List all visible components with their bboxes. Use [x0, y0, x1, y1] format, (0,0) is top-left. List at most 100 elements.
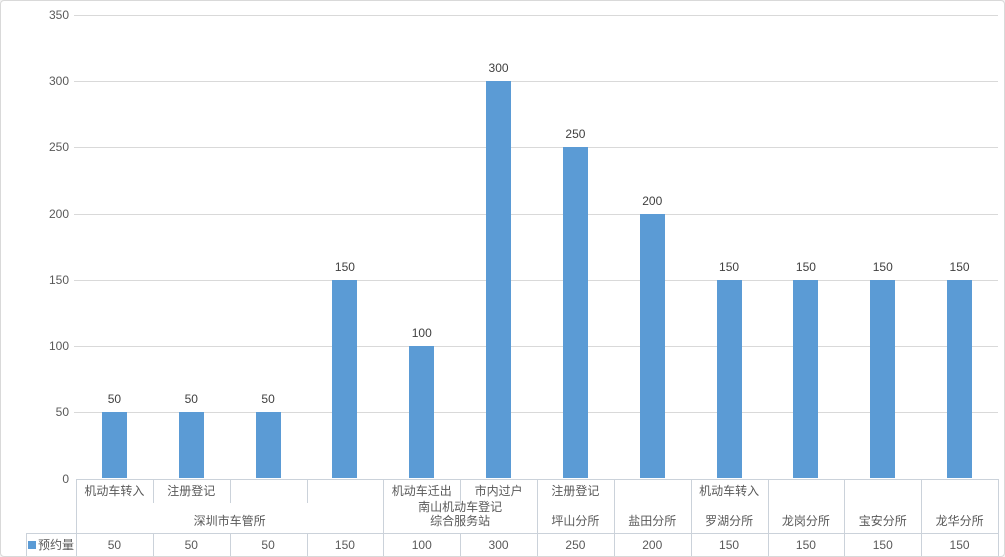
category-label: 市内过户: [474, 484, 523, 498]
bar[interactable]: [332, 279, 358, 479]
bar-value-label: 50: [261, 392, 275, 407]
y-axis-tick-label: 100: [48, 339, 69, 354]
bar[interactable]: [639, 213, 665, 479]
bar[interactable]: [255, 412, 281, 479]
group-label: 龙岗分所: [768, 479, 845, 533]
group-label: 盐田分所: [614, 479, 691, 533]
data-table-value: 150: [872, 537, 893, 552]
bar-value-label: 200: [642, 193, 663, 208]
group-label: 深圳市车管所: [76, 479, 383, 533]
category-label: 注册登记: [551, 484, 600, 498]
table-border-line: [229, 479, 231, 503]
group-label-text: 南山机动车登记综合服务站: [418, 499, 503, 528]
table-border-line: [844, 532, 846, 556]
series-name-label: 预约量: [37, 538, 74, 552]
bar[interactable]: [409, 346, 435, 479]
y-axis-tick-label: 150: [48, 272, 69, 287]
table-border-line: [613, 479, 615, 533]
group-label: 龙华分所: [921, 479, 998, 533]
data-table-value: 100: [411, 537, 432, 552]
data-table-value: 150: [949, 537, 970, 552]
table-border-line: [767, 479, 769, 533]
data-table-value: 300: [488, 537, 509, 552]
table-border-line: [152, 479, 154, 503]
table-border-line: [26, 532, 27, 556]
bar[interactable]: [178, 412, 204, 479]
table-border-line: [921, 479, 923, 533]
series-color-swatch-icon: [27, 540, 36, 549]
table-border-line: [383, 532, 385, 556]
group-label: 罗湖分所: [691, 479, 768, 533]
bar[interactable]: [947, 279, 973, 479]
bar-value-label: 300: [488, 61, 509, 76]
y-axis-tick-label: 50: [55, 405, 69, 420]
bar-value-label: 150: [334, 259, 355, 274]
gridline: [74, 214, 998, 215]
gridline: [74, 15, 998, 16]
y-axis-tick-label: 350: [48, 8, 69, 22]
table-border-line: [537, 479, 538, 533]
bar[interactable]: [486, 81, 512, 479]
bar-value-label: 150: [719, 259, 740, 274]
bar-value-label: 150: [872, 259, 893, 274]
bar[interactable]: [562, 147, 588, 479]
table-border-line: [537, 532, 538, 556]
group-label: 坪山分所: [537, 479, 614, 533]
data-table-value: 200: [642, 537, 663, 552]
table-border-line: [690, 532, 692, 556]
table-border-line: [76, 532, 77, 556]
data-table-legend: 预约量: [26, 533, 76, 556]
group-label-text: 龙华分所: [935, 513, 984, 528]
table-border-line: [460, 479, 462, 503]
y-axis-tick-label: 0: [62, 471, 69, 486]
table-border-line: [613, 532, 615, 556]
table-border-line: [844, 479, 846, 533]
group-label: 宝安分所: [844, 479, 921, 533]
group-label-text: 罗湖分所: [705, 513, 754, 528]
data-table-value: 150: [719, 537, 740, 552]
bar-value-label: 150: [949, 259, 970, 274]
bar-value-label: 100: [411, 326, 432, 341]
gridline: [74, 346, 998, 347]
y-axis-tick-label: 200: [48, 206, 69, 221]
table-border-line: [921, 532, 923, 556]
bar-value-label: 150: [795, 259, 816, 274]
data-table-value: 50: [261, 537, 275, 552]
group-label-text: 深圳市车管所: [193, 513, 266, 528]
table-border-line: [152, 532, 154, 556]
bar-value-label: 50: [107, 392, 122, 407]
category-axis-line: [76, 479, 999, 480]
data-table-value: 150: [795, 537, 816, 552]
bar-value-label: 250: [565, 127, 586, 142]
group-label-text: 龙岗分所: [781, 513, 830, 528]
table-border-line: [306, 532, 308, 556]
y-axis-tick-label: 300: [48, 74, 69, 89]
table-border-line: [76, 479, 77, 533]
data-table-value: 50: [184, 537, 198, 552]
bar[interactable]: [716, 279, 742, 479]
table-border-line: [690, 479, 692, 533]
table-border-line: [998, 532, 999, 556]
table-border-line: [306, 479, 308, 503]
group-label: 南山机动车登记综合服务站: [383, 479, 537, 533]
table-border-line: [460, 532, 462, 556]
table-border-line: [229, 532, 231, 556]
data-table-value: 250: [565, 537, 586, 552]
table-border-line: [998, 479, 999, 533]
bar[interactable]: [101, 412, 127, 479]
table-border-line: [26, 532, 999, 534]
gridline: [74, 147, 998, 148]
bar[interactable]: [793, 279, 819, 479]
group-label-text: 坪山分所: [551, 513, 600, 528]
group-label-text: 盐田分所: [628, 513, 677, 528]
gridline: [74, 81, 998, 82]
y-axis-tick-label: 250: [48, 140, 69, 155]
data-table-value: 150: [334, 537, 355, 552]
data-table-value: 50: [107, 537, 122, 552]
category-label: 机动车转入: [84, 484, 145, 498]
bar[interactable]: [870, 279, 896, 479]
category-label: 注册登记: [167, 484, 216, 498]
category-label: 机动车迁出: [391, 484, 452, 498]
table-border-line: [383, 479, 385, 533]
